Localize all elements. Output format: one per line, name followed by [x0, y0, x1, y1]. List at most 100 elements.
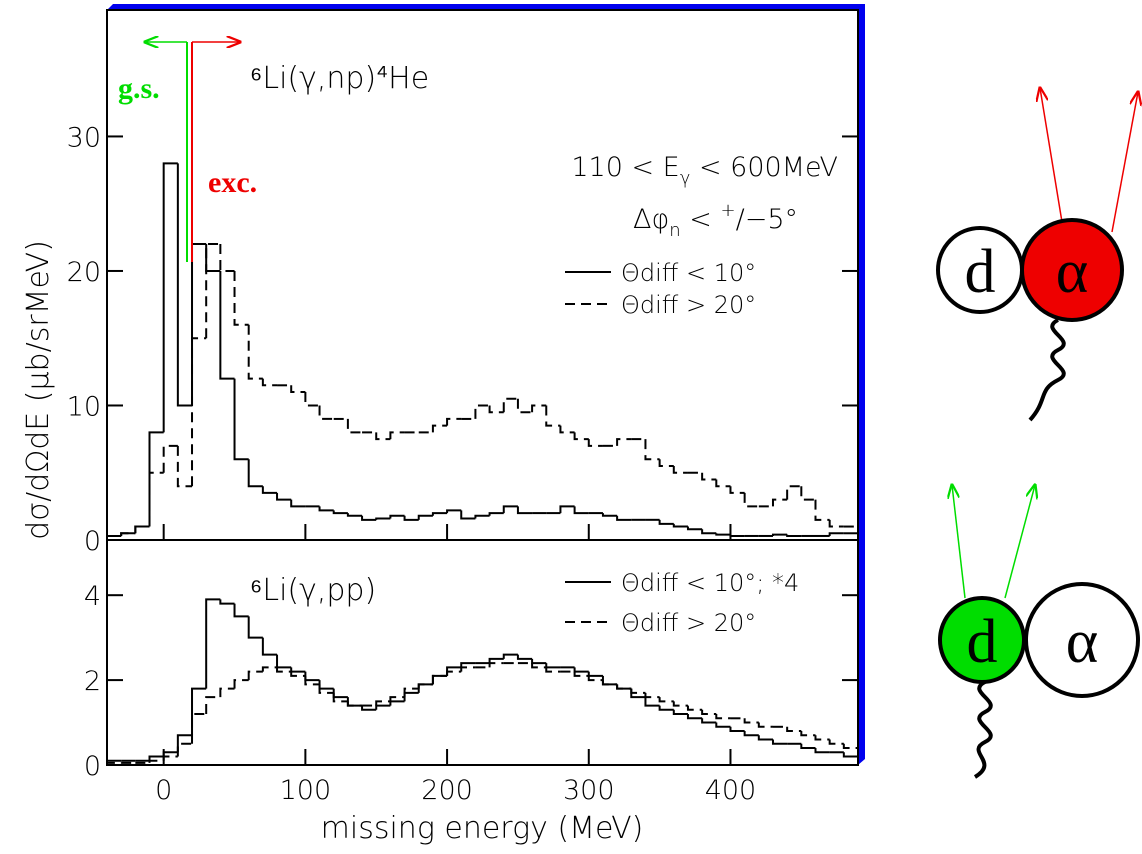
histogram-bin: [644, 697, 660, 707]
histogram-bin: [686, 526, 703, 531]
histogram-bin: [488, 405, 504, 414]
arrow: [1111, 92, 1138, 233]
histogram-bin: [431, 674, 448, 685]
excited-label: exc.: [208, 166, 257, 199]
histogram-bin: [786, 485, 802, 500]
y-tick-label: 0: [84, 751, 101, 782]
histogram-bin: [191, 713, 207, 744]
histogram-bin: [346, 418, 363, 434]
angle-cut: Δφn < +/−5°: [633, 200, 798, 241]
panel-frame: [106, 539, 859, 766]
histogram-bin: [545, 405, 561, 427]
histogram-bin: [431, 512, 448, 516]
x-tick-label: 300: [563, 775, 615, 806]
histogram-bin: [247, 670, 263, 681]
histogram-bin: [304, 392, 320, 407]
histogram-bin: [701, 709, 717, 716]
histogram-bin: [375, 700, 391, 706]
histogram-bin: [587, 675, 603, 682]
deuteron-label: d: [965, 238, 996, 306]
histogram-bin: [573, 671, 589, 677]
panel-title: ⁶Li(γ,pp): [250, 573, 376, 608]
histogram-bin: [389, 700, 405, 706]
histogram-bin: [701, 718, 717, 724]
histogram-bin: [828, 532, 844, 536]
x-tick-label: 200: [421, 775, 473, 806]
histogram-bin: [488, 662, 504, 668]
histogram-bin: [587, 439, 603, 447]
histogram-bin: [247, 459, 263, 488]
x-tick-label: 0: [155, 775, 172, 806]
x-tick-label: 400: [705, 775, 757, 806]
histogram-bin: [686, 714, 703, 720]
histogram-bin: [318, 684, 334, 694]
histogram-bin: [800, 731, 816, 737]
histogram-bin: [219, 599, 235, 605]
histogram-bin: [630, 688, 646, 694]
histogram-bin: [658, 697, 674, 703]
histogram-bin: [205, 598, 221, 689]
histogram-bin: [247, 324, 263, 380]
histogram-bin: [786, 534, 802, 537]
text: < 600MeV: [690, 152, 838, 183]
histogram-bin: [474, 514, 490, 519]
histogram-bin: [205, 244, 221, 272]
histogram-bin: [800, 486, 816, 501]
ground-state-label: g.s.: [118, 72, 160, 105]
legend-label: Θdiff > 20°: [621, 609, 756, 637]
histogram-bin: [616, 438, 632, 446]
deuteron-label: d: [967, 608, 998, 676]
histogram-bin: [814, 499, 830, 521]
histogram-bin: [176, 445, 193, 488]
histogram-bin: [375, 432, 391, 441]
histogram-bin: [233, 603, 249, 618]
text: /−5°: [736, 204, 798, 235]
histogram-bin: [743, 492, 759, 508]
diagram-alpha-knockout: d α: [936, 88, 1138, 422]
histogram-bin: [814, 748, 830, 754]
histogram-bin: [361, 515, 377, 521]
histogram-bin: [417, 683, 433, 689]
histogram-bin: [715, 722, 731, 728]
histogram-bin: [332, 692, 348, 703]
histogram-bin: [134, 525, 150, 534]
histogram-bin: [715, 479, 731, 488]
histogram-bin: [658, 519, 674, 525]
histogram-bin: [389, 514, 405, 519]
histogram-bin: [573, 506, 589, 515]
histogram-bin: [417, 514, 433, 520]
histogram-bin: [701, 472, 717, 481]
text: 110 < E: [571, 152, 679, 183]
histogram-bin: [701, 529, 717, 535]
histogram-bin: [290, 499, 306, 508]
histogram-bin: [417, 683, 433, 693]
histogram-bin: [375, 517, 391, 520]
histogram-bin: [488, 512, 504, 516]
superscript: +: [721, 200, 736, 221]
histogram-bin: [545, 667, 561, 673]
histogram-bin: [672, 466, 688, 474]
photon: [1028, 318, 1066, 422]
histogram-bin: [729, 726, 745, 733]
histogram-bin: [658, 705, 674, 711]
histogram-bin: [672, 709, 688, 716]
threshold-markers: [145, 42, 240, 262]
histogram-bin: [276, 492, 292, 501]
histogram-bin: [658, 459, 674, 468]
histogram-bin: [757, 735, 773, 741]
alpha: [1020, 218, 1124, 322]
histogram-bin: [715, 714, 731, 720]
text: Δφ: [633, 204, 669, 235]
histogram-bin: [828, 739, 844, 745]
histogram-bin: [148, 431, 164, 527]
histogram-bin: [375, 704, 391, 710]
y-tick-label: 30: [67, 122, 101, 153]
histogram-bin: [403, 687, 419, 698]
arrow: [952, 485, 966, 599]
histogram-bin: [389, 431, 405, 440]
histogram-bin: [191, 687, 207, 736]
legend-label: Θdiff < 10°; *4: [621, 569, 799, 597]
arrow: [1004, 485, 1035, 599]
